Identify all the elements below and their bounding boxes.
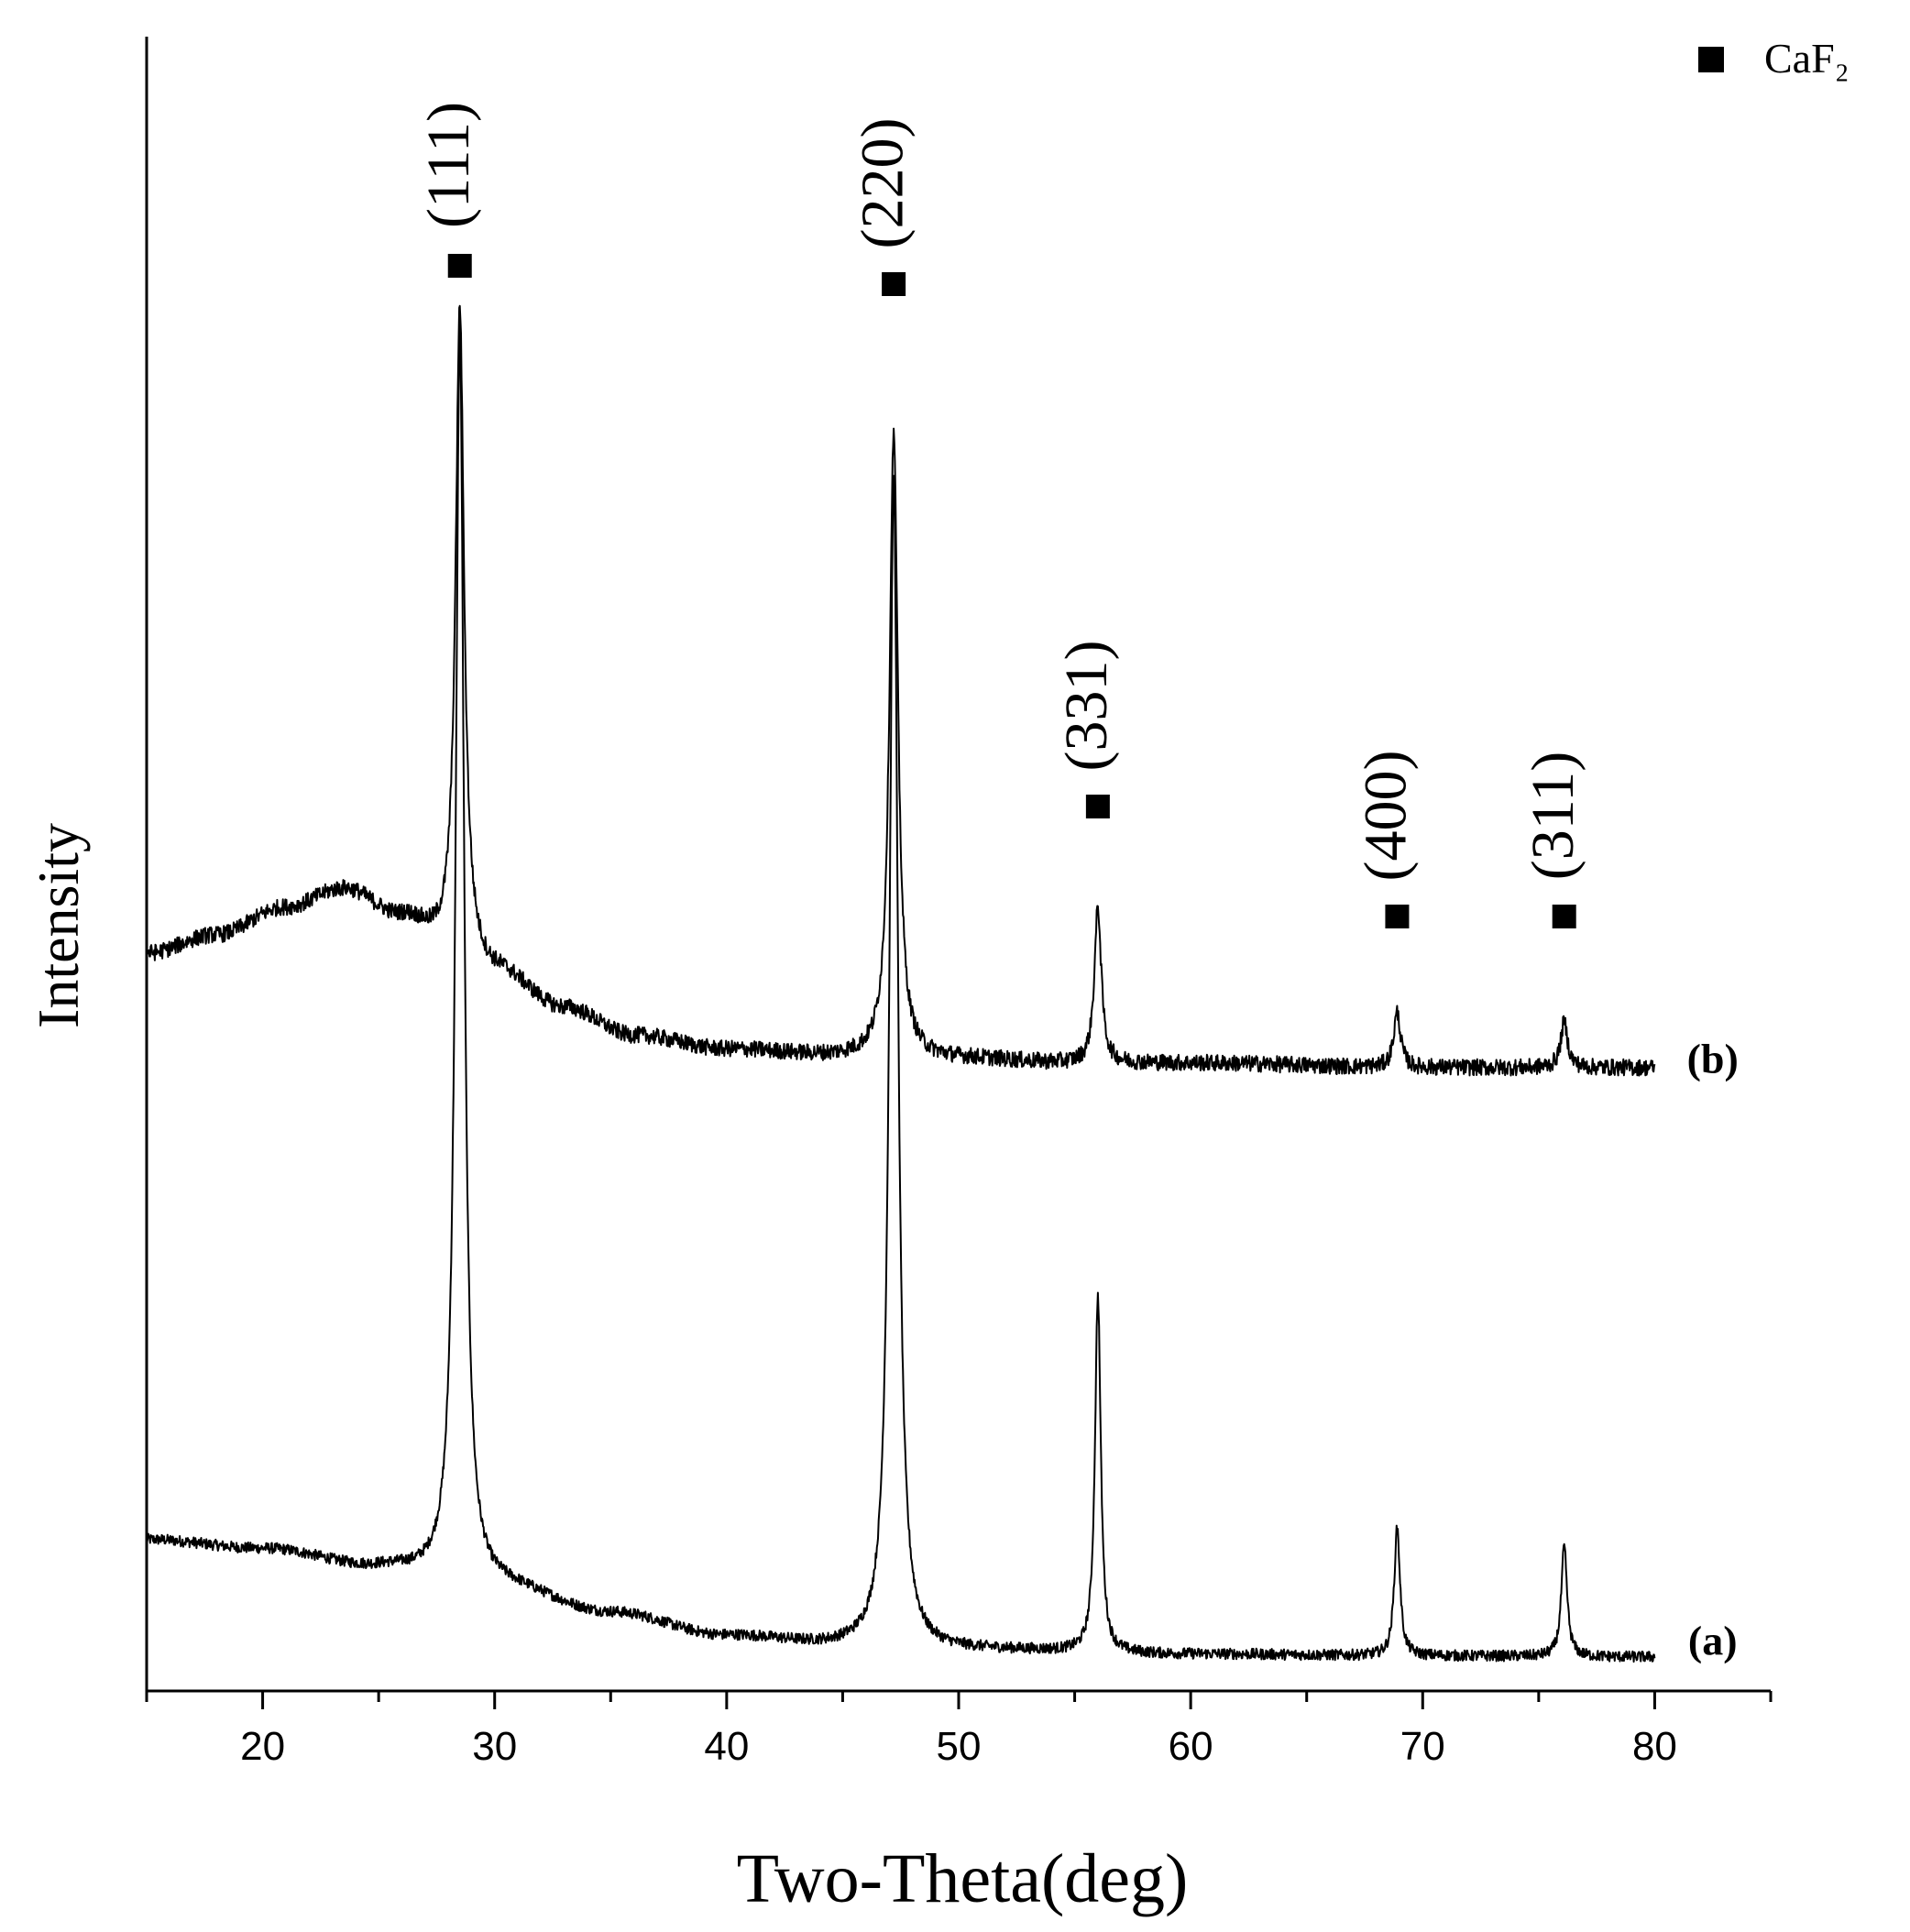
x-tick-label: 20 [240, 1724, 285, 1769]
peak-annotation: (111) [415, 102, 482, 228]
peak-annotation: (400) [1353, 751, 1420, 882]
axes: 20 30 40 50 60 70 80 [145, 37, 1773, 1769]
legend: CaF₂ [1698, 35, 1850, 82]
series-line-a [146, 326, 1656, 1663]
series-label: (a) [1688, 1618, 1738, 1664]
plot-area: (111) (220) (331) (400) (311) (b) (a) [146, 102, 1739, 1664]
y-axis-label: Intensity [26, 823, 91, 1028]
legend-label: CaF₂ [1764, 35, 1850, 82]
peak-marker [1385, 905, 1410, 928]
series-line-b [146, 304, 1656, 1077]
peak-annotation: (220) [849, 118, 916, 249]
series-label: (b) [1687, 1036, 1739, 1082]
x-tick-label: 40 [704, 1724, 749, 1769]
x-tick-label: 70 [1400, 1724, 1445, 1769]
x-tick-label: 30 [472, 1724, 517, 1769]
peak-marker [1552, 905, 1576, 928]
peak-marker [1085, 795, 1110, 818]
x-tick-label: 50 [937, 1724, 982, 1769]
peak-annotation: (331) [1053, 641, 1120, 772]
peak-marker [447, 254, 472, 278]
peak-annotation: (311) [1520, 752, 1586, 881]
x-tick-label: 80 [1632, 1724, 1677, 1769]
peak-marker [882, 272, 906, 296]
legend-marker [1698, 47, 1724, 72]
x-tick-label: 60 [1169, 1724, 1213, 1769]
x-axis-label: Two-Theta(deg) [737, 1840, 1189, 1917]
